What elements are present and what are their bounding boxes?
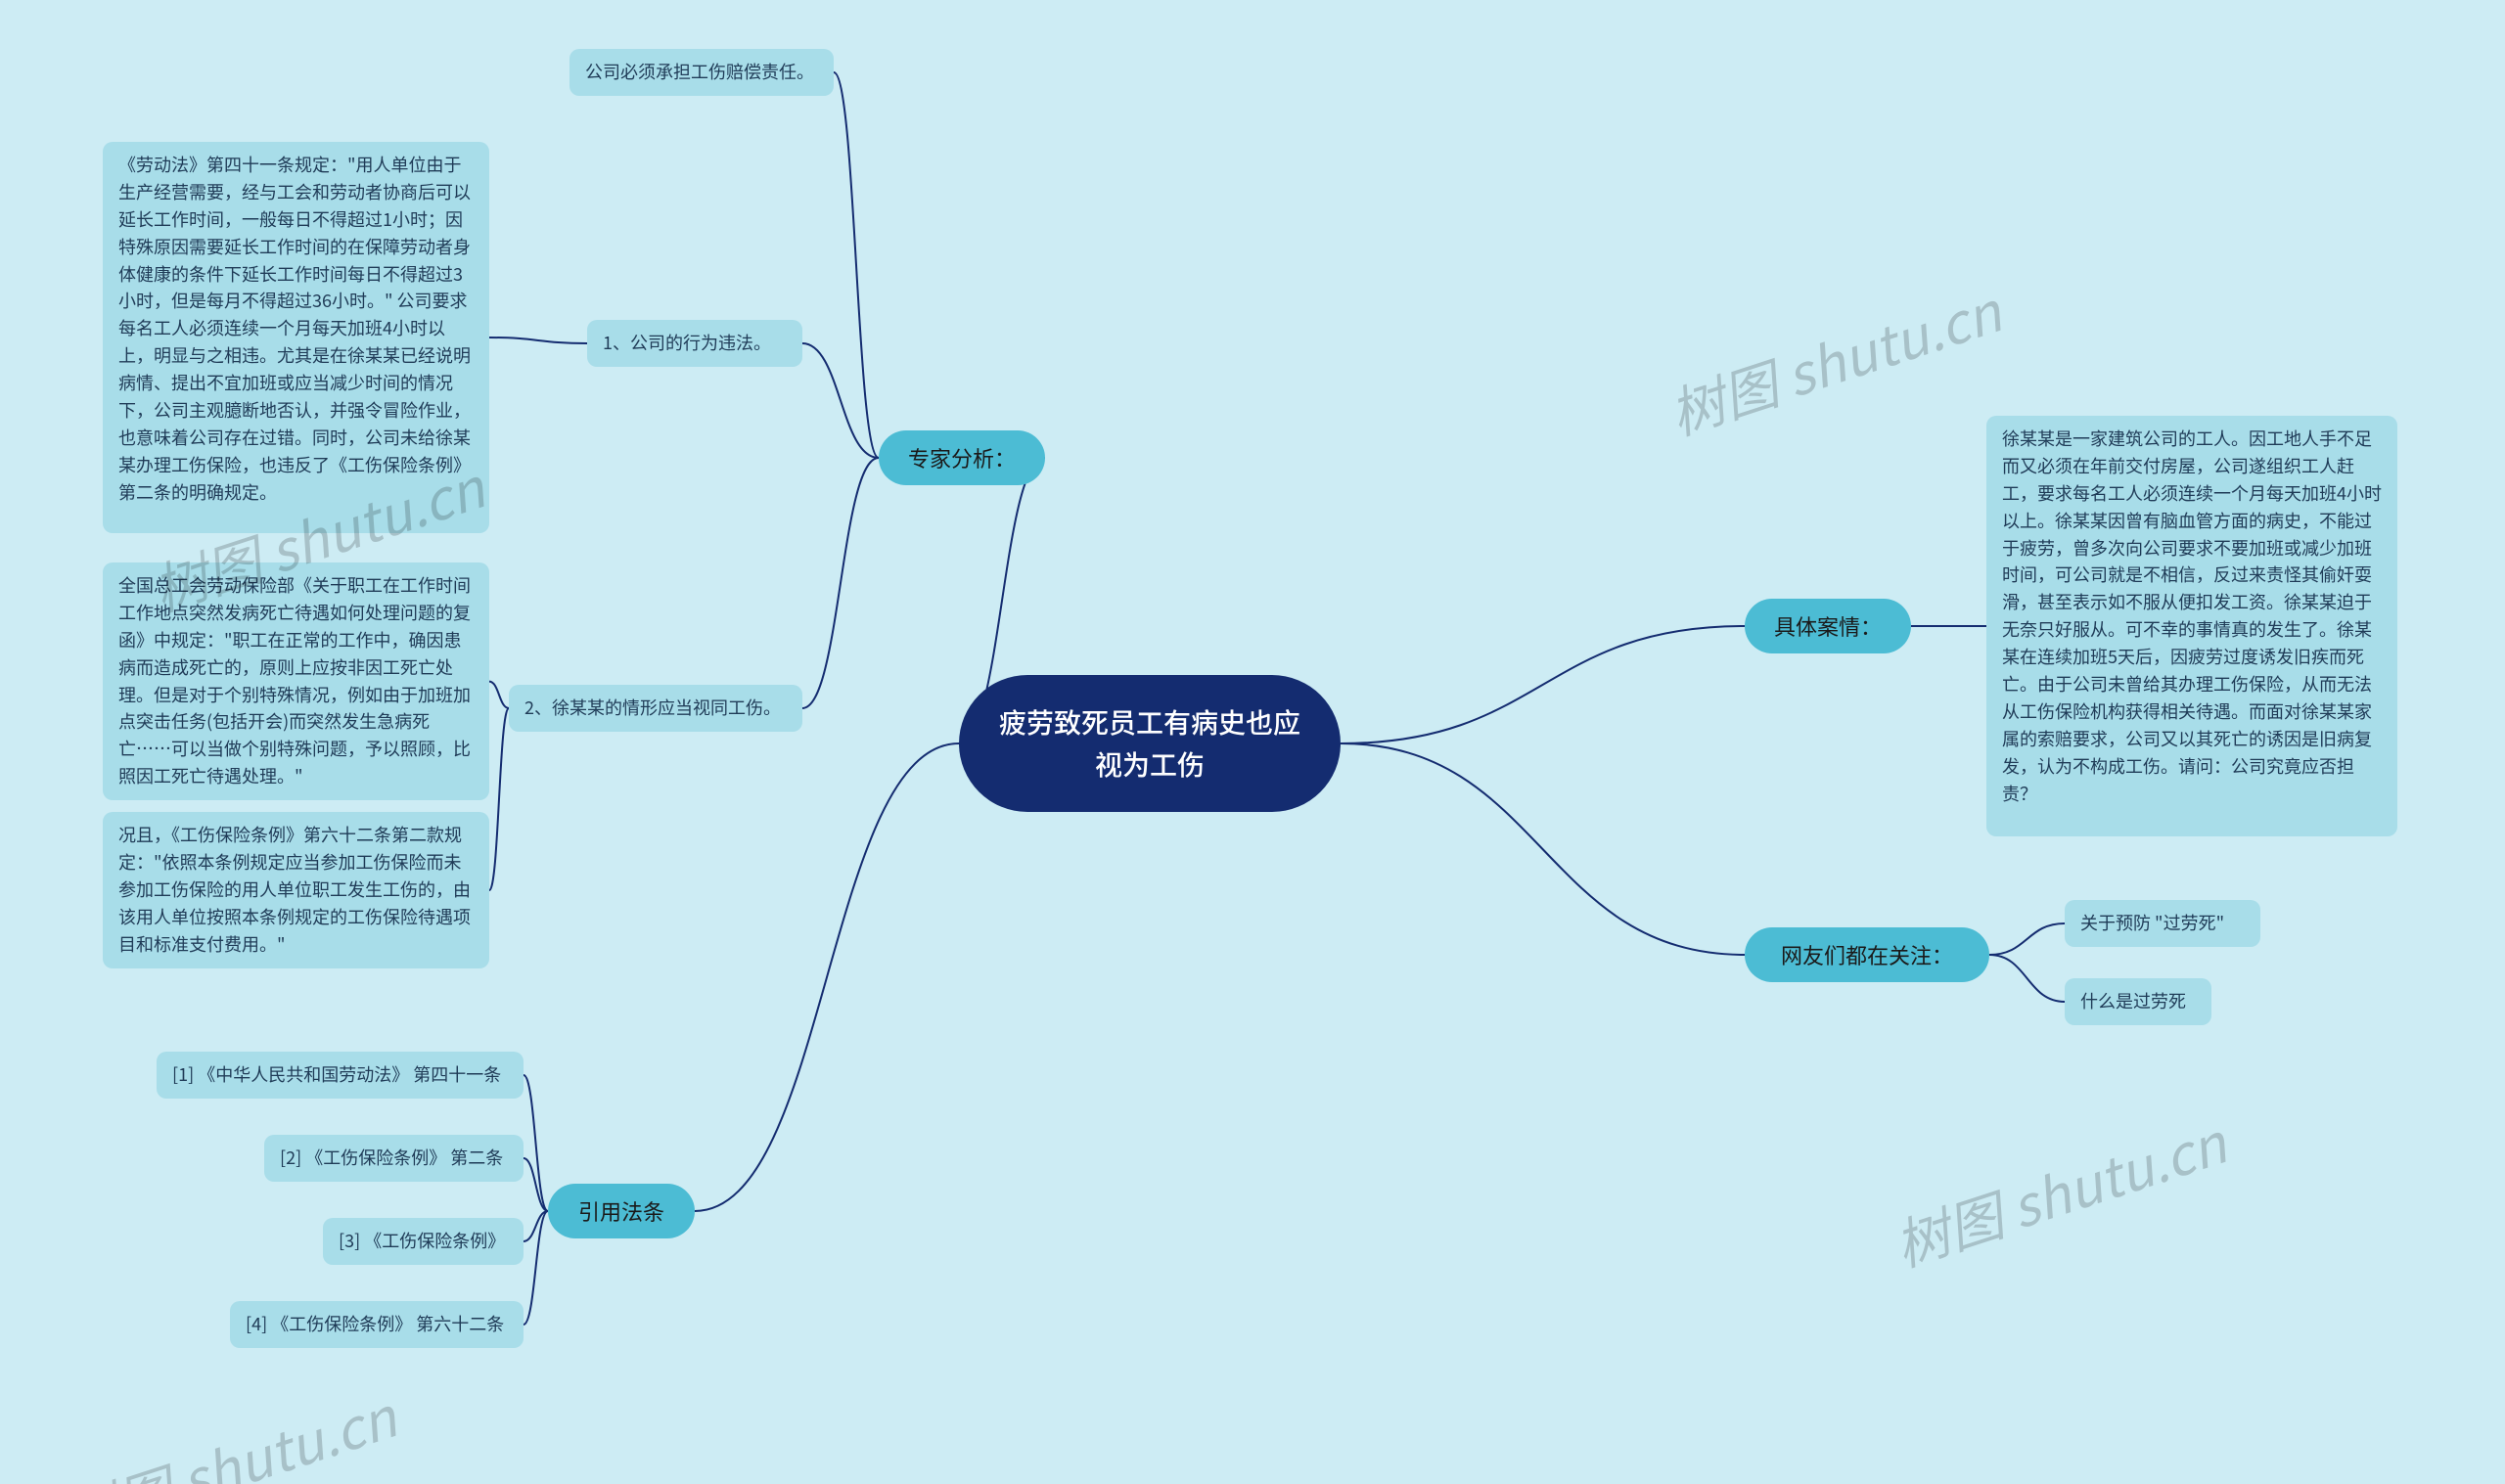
leaf-node: 徐某某是一家建筑公司的工人。因工地人手不足而又必须在年前交付房屋，公司遂组织工人… [1986,416,2397,836]
node-label: 徐某某是一家建筑公司的工人。因工地人手不足而又必须在年前交付房屋，公司遂组织工人… [2002,426,2382,806]
leaf-node: 全国总工会劳动保险部《关于职工在工作时间工作地点突然发病死亡待遇如何处理问题的复… [103,562,489,800]
node-label: [3] 《工伤保险条例》 [339,1228,505,1253]
node-label: [2] 《工伤保险条例》 第二条 [280,1145,503,1170]
branch-node: 具体案情： [1745,599,1911,653]
node-label: 1、公司的行为违法。 [603,330,771,355]
leaf-node: [4] 《工伤保险条例》 第六十二条 [230,1301,524,1348]
leaf-node: 公司必须承担工伤赔偿责任。 [569,49,834,96]
branch-node: 引用法条 [548,1184,695,1238]
node-label: 具体案情： [1774,609,1882,643]
branch-node: 专家分析： [879,430,1045,485]
node-label: [4] 《工伤保险条例》 第六十二条 [246,1311,504,1336]
node-label: 引用法条 [578,1194,664,1228]
leaf-node: [3] 《工伤保险条例》 [323,1218,524,1265]
leaf-node: 关于预防 "过劳死" [2065,900,2260,947]
branch-node: 网友们都在关注： [1745,927,1989,982]
leaf-node: [1] 《中华人民共和国劳动法》 第四十一条 [157,1052,524,1099]
node-label: 什么是过劳死 [2080,988,2186,1013]
node-label: 公司必须承担工伤赔偿责任。 [585,59,814,84]
leaf-node: 1、公司的行为违法。 [587,320,802,367]
node-label: 全国总工会劳动保险部《关于职工在工作时间工作地点突然发病死亡待遇如何处理问题的复… [118,572,471,788]
node-label: 疲劳致死员工有病史也应视为工伤 [998,701,1301,787]
leaf-node: [2] 《工伤保险条例》 第二条 [264,1135,524,1182]
leaf-node: 《劳动法》第四十一条规定："用人单位由于生产经营需要，经与工会和劳动者协商后可以… [103,142,489,533]
node-label: 《劳动法》第四十一条规定："用人单位由于生产经营需要，经与工会和劳动者协商后可以… [118,152,471,505]
node-label: [1] 《中华人民共和国劳动法》 第四十一条 [172,1061,501,1087]
node-label: 网友们都在关注： [1781,938,1953,971]
leaf-node: 什么是过劳死 [2065,978,2211,1025]
node-label: 专家分析： [908,441,1016,474]
leaf-node: 况且，《工伤保险条例》第六十二条第二款规定："依照本条例规定应当参加工伤保险而未… [103,812,489,968]
node-label: 关于预防 "过劳死" [2080,910,2224,935]
node-label: 况且，《工伤保险条例》第六十二条第二款规定："依照本条例规定应当参加工伤保险而未… [118,822,471,957]
node-label: 2、徐某某的情形应当视同工伤。 [524,695,781,720]
root-node: 疲劳致死员工有病史也应视为工伤 [959,675,1341,812]
leaf-node: 2、徐某某的情形应当视同工伤。 [509,685,802,732]
